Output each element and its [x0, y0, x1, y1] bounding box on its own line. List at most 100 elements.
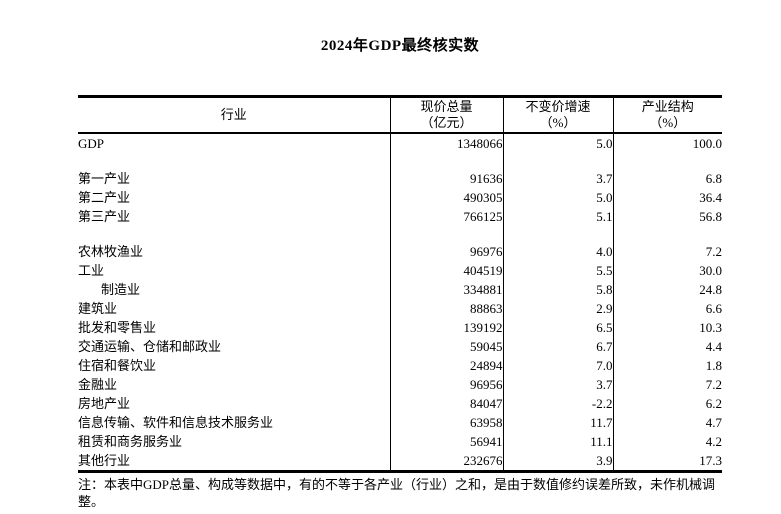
table-body: GDP 1348066 5.0 100.0 第一产业 91636 3.7 6.8…: [78, 133, 722, 472]
footnote: 注：本表中GDP总量、构成等数据中，有的不等于各产业（行业）之和，是由于数值修约…: [78, 477, 716, 509]
col-header-line: （%）: [539, 115, 577, 130]
current-price-value: 91636: [389, 169, 503, 188]
table-row: 第三产业 766125 5.1 56.8: [78, 207, 722, 226]
col-header-current-price: 现价总量 （亿元）: [389, 96, 503, 134]
growth-value: [502, 226, 613, 242]
current-price-value: 404519: [389, 261, 503, 280]
share-value: [612, 226, 722, 242]
share-value: 30.0: [612, 261, 722, 280]
page-title: 2024年GDP最终核实数: [320, 38, 480, 54]
growth-value: 5.0: [502, 188, 613, 207]
table-row: 信息传输、软件和信息技术服务业 63958 11.7 4.7: [78, 413, 722, 432]
industry-label: 租赁和商务服务业: [78, 434, 183, 449]
table-row: 制造业 334881 5.8 24.8: [78, 280, 722, 299]
header-row: 行业 现价总量 （亿元） 不变价增速 （%） 产业结构 （%）: [78, 96, 722, 134]
table-row: 住宿和餐饮业 24894 7.0 1.8: [78, 356, 722, 375]
growth-value: 6.5: [502, 318, 613, 337]
share-value: 4.2: [612, 432, 722, 451]
current-price-value: 1348066: [389, 133, 503, 153]
table-row: [78, 226, 722, 242]
current-price-value: 59045: [389, 337, 503, 356]
table-row: 房地产业 84047 -2.2 6.2: [78, 394, 722, 413]
industry-label: 第三产业: [78, 209, 131, 224]
col-header-line: 产业结构: [641, 99, 694, 114]
table-row: 第一产业 91636 3.7 6.8: [78, 169, 722, 188]
industry-label: 批发和零售业: [78, 320, 157, 335]
growth-value: 3.9: [502, 451, 613, 472]
table-row: 金融业 96956 3.7 7.2: [78, 375, 722, 394]
growth-value: 11.1: [502, 432, 613, 451]
table-row: 工业 404519 5.5 30.0: [78, 261, 722, 280]
share-value: 56.8: [612, 207, 722, 226]
col-header-structure: 产业结构 （%）: [612, 96, 722, 134]
share-value: 1.8: [612, 356, 722, 375]
industry-label: 第一产业: [78, 171, 131, 186]
current-price-value: 88863: [389, 299, 503, 318]
growth-value: 2.9: [502, 299, 613, 318]
growth-value: -2.2: [502, 394, 613, 413]
growth-value: 4.0: [502, 242, 613, 261]
current-price-value: 96956: [389, 375, 503, 394]
industry-label: 第二产业: [78, 190, 131, 205]
table-row: 租赁和商务服务业 56941 11.1 4.2: [78, 432, 722, 451]
share-value: 7.2: [612, 375, 722, 394]
share-value: 36.4: [612, 188, 722, 207]
industry-label: [78, 226, 390, 242]
share-value: 6.8: [612, 169, 722, 188]
industry-label: 建筑业: [78, 301, 118, 316]
current-price-value: 63958: [389, 413, 503, 432]
share-value: 100.0: [612, 133, 722, 153]
table-row: 批发和零售业 139192 6.5 10.3: [78, 318, 722, 337]
growth-value: 11.7: [502, 413, 613, 432]
share-value: 4.4: [612, 337, 722, 356]
industry-label: GDP: [78, 136, 105, 151]
current-price-value: 232676: [389, 451, 503, 472]
current-price-value: 84047: [389, 394, 503, 413]
col-header-line: 行业: [220, 107, 247, 122]
share-value: 24.8: [612, 280, 722, 299]
share-value: 6.2: [612, 394, 722, 413]
current-price-value: 139192: [389, 318, 503, 337]
share-value: 4.7: [612, 413, 722, 432]
growth-value: 3.7: [502, 169, 613, 188]
industry-label: 信息传输、软件和信息技术服务业: [78, 415, 274, 430]
col-header-line: 现价总量: [420, 99, 473, 114]
industry-label: [78, 153, 390, 169]
share-value: 17.3: [612, 451, 722, 472]
current-price-value: [389, 153, 503, 169]
col-header-line: 不变价增速: [525, 99, 591, 114]
table-row: 建筑业 88863 2.9 6.6: [78, 299, 722, 318]
growth-value: 5.0: [502, 133, 613, 153]
current-price-value: 96976: [389, 242, 503, 261]
industry-label: 房地产业: [78, 396, 131, 411]
industry-label: 制造业: [101, 282, 141, 297]
industry-label: 金融业: [78, 377, 118, 392]
current-price-value: 490305: [389, 188, 503, 207]
growth-value: 5.1: [502, 207, 613, 226]
table-row: [78, 153, 722, 169]
industry-label: 交通运输、仓储和邮政业: [78, 339, 222, 354]
table-header: 行业 现价总量 （亿元） 不变价增速 （%） 产业结构 （%）: [78, 96, 722, 134]
growth-value: 3.7: [502, 375, 613, 394]
growth-value: 5.5: [502, 261, 613, 280]
table-row: 交通运输、仓储和邮政业 59045 6.7 4.4: [78, 337, 722, 356]
share-value: 6.6: [612, 299, 722, 318]
share-value: 10.3: [612, 318, 722, 337]
current-price-value: 766125: [389, 207, 503, 226]
table-row: 其他行业 232676 3.9 17.3: [78, 451, 722, 472]
table-row: 农林牧渔业 96976 4.0 7.2: [78, 242, 722, 261]
current-price-value: 56941: [389, 432, 503, 451]
share-value: 7.2: [612, 242, 722, 261]
growth-value: 6.7: [502, 337, 613, 356]
current-price-value: [389, 226, 503, 242]
col-header-industry: 行业: [78, 96, 390, 134]
table-row: 第二产业 490305 5.0 36.4: [78, 188, 722, 207]
industry-label: 农林牧渔业: [78, 244, 144, 259]
col-header-line: （亿元）: [420, 115, 473, 130]
share-value: [612, 153, 722, 169]
current-price-value: 24894: [389, 356, 503, 375]
growth-value: 5.8: [502, 280, 613, 299]
industry-label: 住宿和餐饮业: [78, 358, 157, 373]
table-row: GDP 1348066 5.0 100.0: [78, 133, 722, 153]
